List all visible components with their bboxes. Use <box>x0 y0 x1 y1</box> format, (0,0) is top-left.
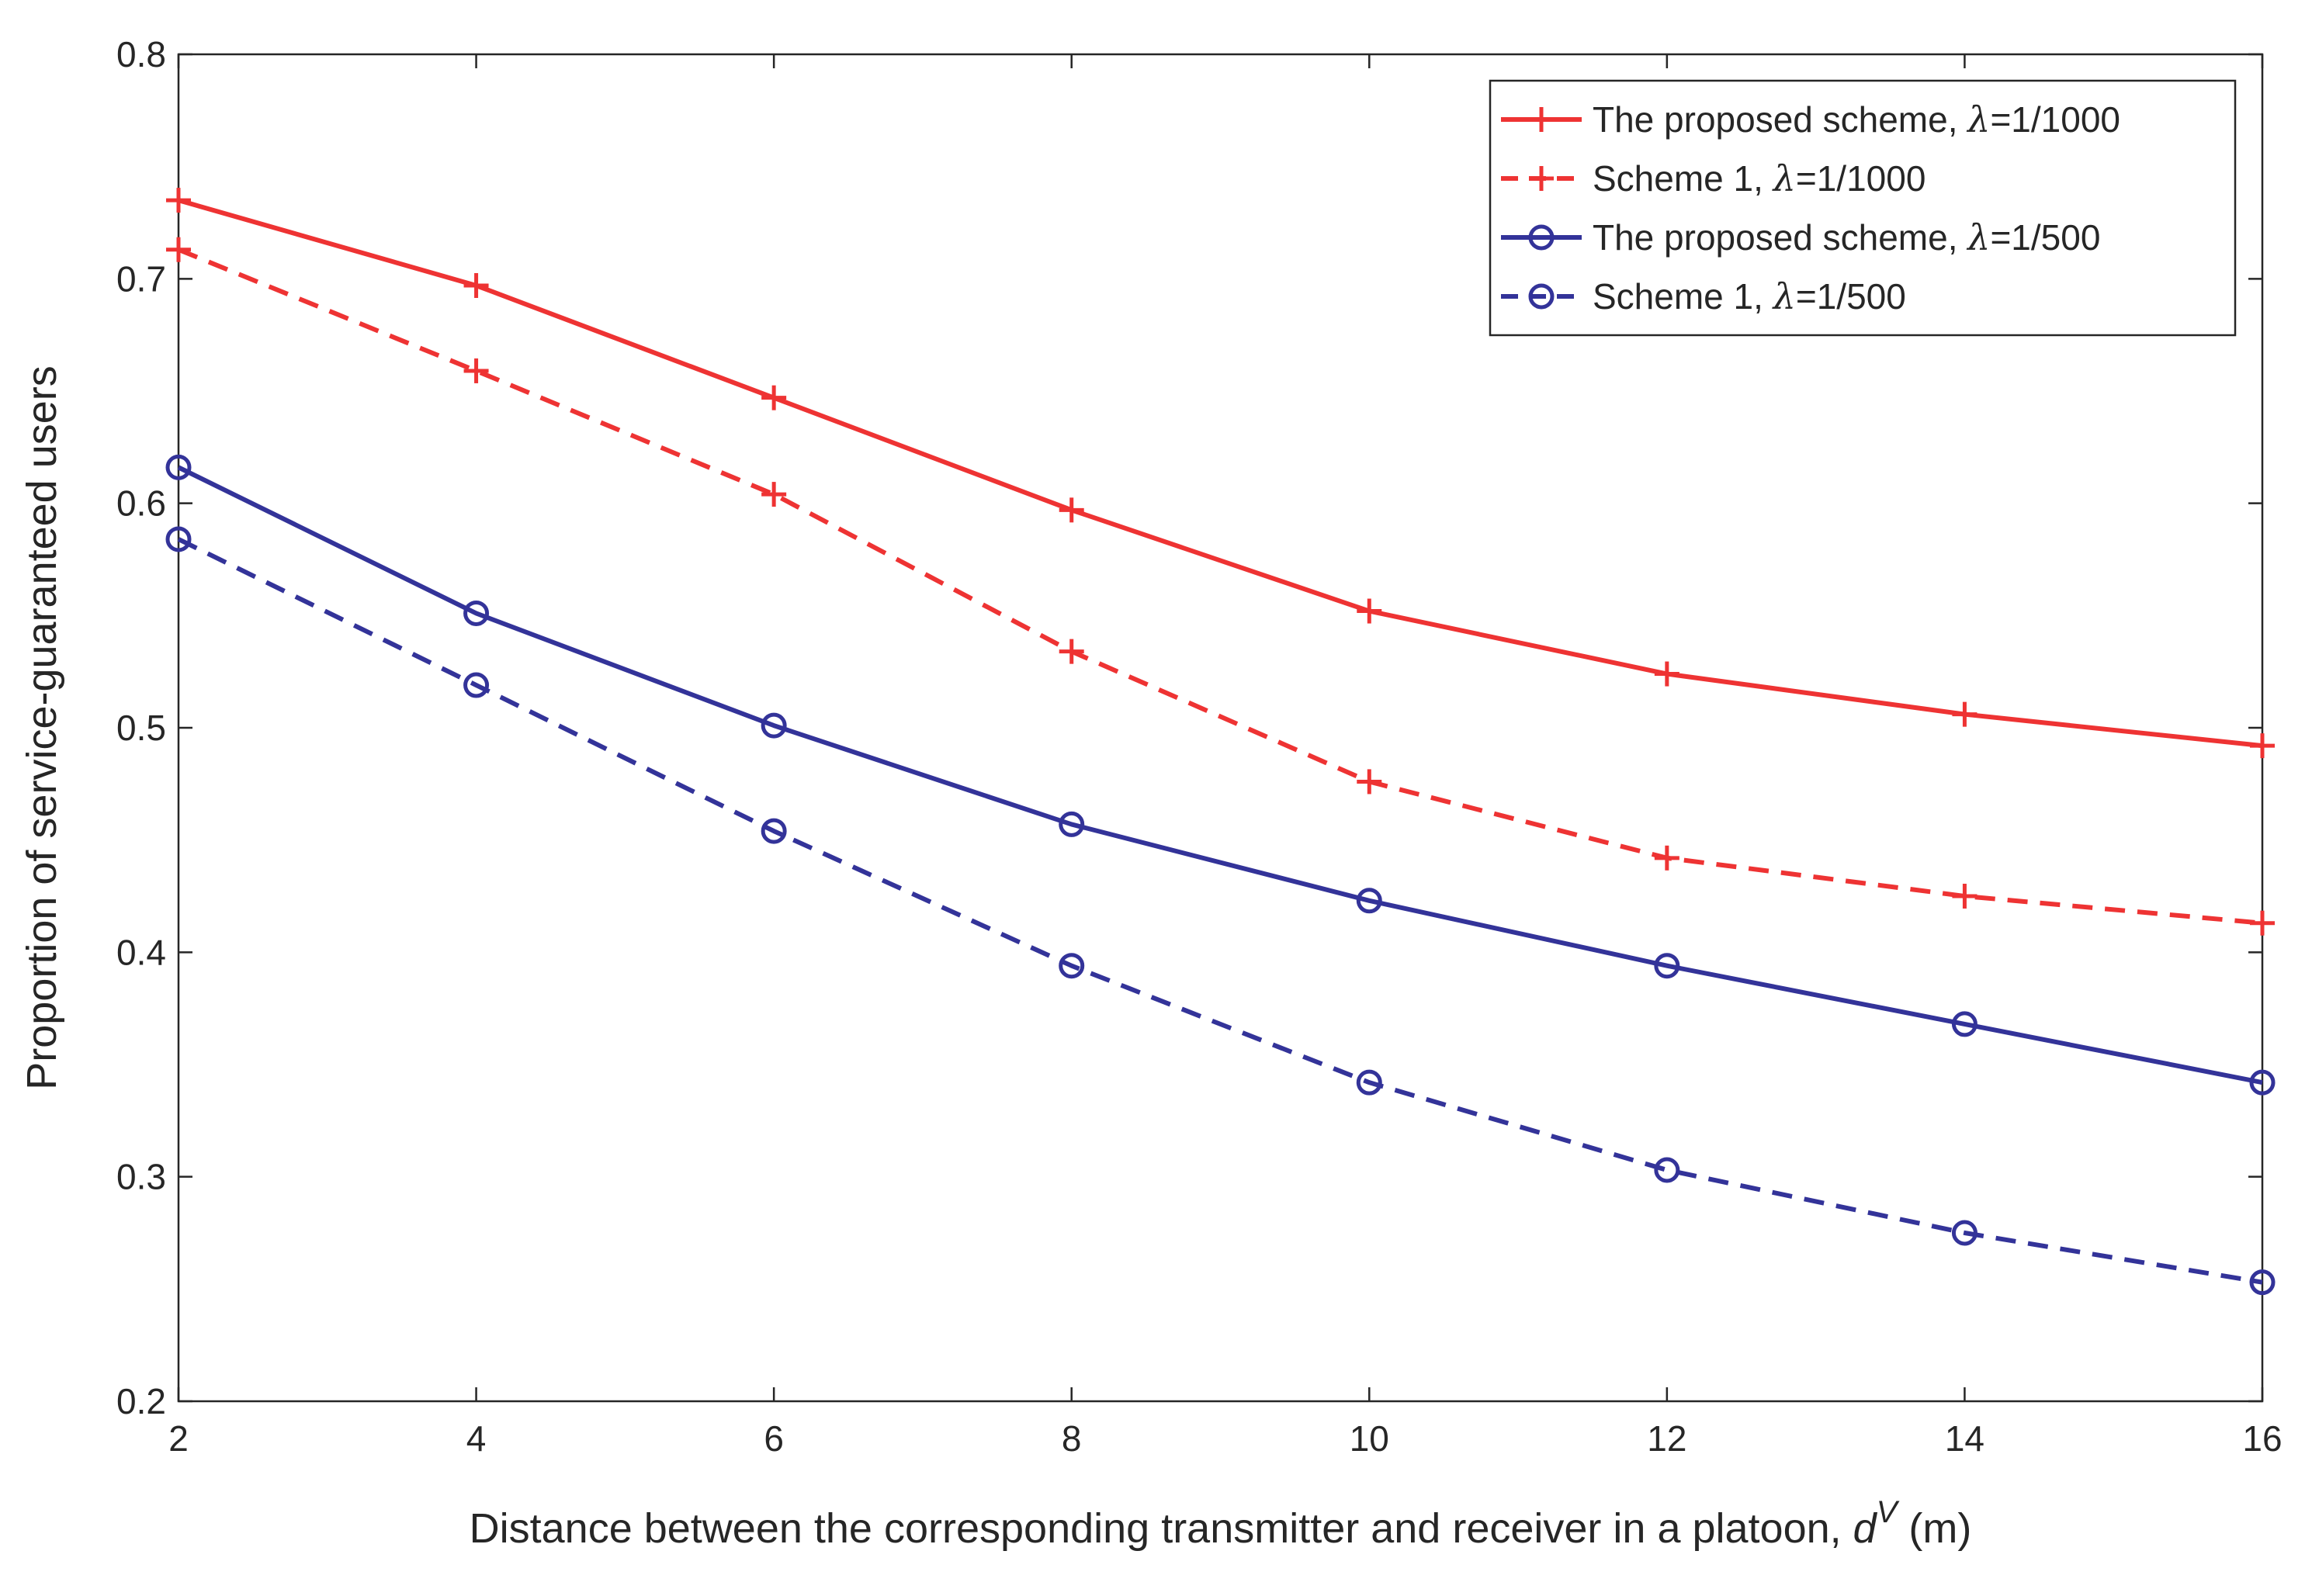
y-axis-label: Proportion of service-guaranteed users <box>19 365 65 1090</box>
y-tick-label: 0.3 <box>116 1157 166 1197</box>
legend-label-suffix: =1/500 <box>1990 217 2100 258</box>
x-tick-label: 10 <box>1350 1418 1389 1459</box>
legend-label-symbol: λ <box>1772 158 1796 199</box>
data-point <box>1357 769 1382 795</box>
data-point <box>463 358 489 383</box>
y-tick-label: 0.5 <box>116 708 166 748</box>
legend-label-prefix: The proposed scheme, <box>1593 99 1967 140</box>
y-tick-label: 0.8 <box>116 34 166 74</box>
data-point <box>166 237 191 262</box>
series-group <box>165 188 2276 1296</box>
data-point <box>1654 953 1680 979</box>
data-point <box>463 600 490 626</box>
x-axis-label-symbol: d <box>1853 1505 1878 1552</box>
y-tick-label: 0.2 <box>116 1381 166 1421</box>
legend-label-suffix: =1/500 <box>1796 276 1906 317</box>
x-axis-label-text: Distance between the corresponding trans… <box>470 1505 1853 1552</box>
data-point <box>2250 733 2275 759</box>
data-point <box>1654 661 1679 687</box>
series-line <box>177 247 2263 926</box>
legend-label-symbol: λ <box>1966 99 1990 140</box>
x-axis-label-superscript: V <box>1877 1495 1900 1529</box>
legend-marker <box>1529 107 1554 132</box>
data-point <box>1356 1069 1382 1096</box>
data-point <box>1356 888 1382 914</box>
data-point <box>761 712 787 739</box>
legend-label-prefix: The proposed scheme, <box>1593 217 1967 258</box>
legend-label: Scheme 1, λ=1/1000 <box>1593 158 1926 199</box>
x-tick-label: 16 <box>2242 1418 2282 1459</box>
y-tick-label: 0.6 <box>116 483 166 524</box>
y-tick-label: 0.7 <box>116 258 166 299</box>
data-point <box>1059 953 1085 979</box>
data-point <box>1654 845 1679 871</box>
legend-marker <box>1528 224 1555 251</box>
data-point <box>1952 701 1978 727</box>
data-point <box>1951 1220 1978 1246</box>
x-axis-label-unit: (m) <box>1897 1505 1971 1552</box>
data-point <box>165 454 192 480</box>
x-tick-label: 2 <box>168 1418 189 1459</box>
series-line <box>178 198 2263 749</box>
series-1 <box>166 188 2275 759</box>
data-point <box>1059 811 1085 837</box>
data-point <box>1059 639 1084 664</box>
series-line <box>177 465 2263 1085</box>
data-point <box>463 273 489 299</box>
data-point <box>1059 497 1084 523</box>
legend-entry: The proposed scheme, λ=1/500 <box>1501 216 2100 258</box>
legend-label-prefix: Scheme 1, <box>1593 158 1773 199</box>
data-point <box>463 672 490 698</box>
x-tick-label: 12 <box>1647 1418 1686 1459</box>
legend-label: The proposed scheme, λ=1/500 <box>1593 216 2100 258</box>
legend-label: Scheme 1, λ=1/500 <box>1593 275 1906 317</box>
legend-box <box>1489 79 2237 337</box>
x-axis-label: Distance between the corresponding trans… <box>470 1495 1972 1552</box>
y-tick-label: 0.4 <box>116 932 166 972</box>
data-point <box>1952 884 1978 909</box>
series-4 <box>165 526 2276 1296</box>
series-3 <box>165 454 2276 1096</box>
x-tick-label: 6 <box>764 1418 784 1459</box>
legend-label-prefix: Scheme 1, <box>1593 276 1773 317</box>
data-point <box>1654 1157 1680 1183</box>
legend-label-suffix: =1/1000 <box>1796 158 1926 199</box>
legend-entry: The proposed scheme, λ=1/1000 <box>1501 99 2120 140</box>
x-tick-label: 14 <box>1945 1418 1984 1459</box>
data-point <box>761 482 787 507</box>
x-tick-label: 8 <box>1062 1418 1082 1459</box>
legend-label-symbol: λ <box>1772 275 1796 317</box>
data-point <box>2249 1069 2276 1096</box>
legend-label-suffix: =1/1000 <box>1990 99 2120 140</box>
x-tick-label: 4 <box>466 1418 487 1459</box>
data-point <box>761 818 787 844</box>
data-point <box>761 385 787 410</box>
series-line <box>177 537 2263 1285</box>
data-point <box>166 188 191 213</box>
legend-marker <box>1529 166 1554 191</box>
legend-entry: Scheme 1, λ=1/1000 <box>1501 158 1926 199</box>
legend-label: The proposed scheme, λ=1/1000 <box>1593 99 2120 140</box>
data-point <box>2250 910 2275 936</box>
data-point <box>165 526 192 552</box>
legend-label-symbol: λ <box>1966 216 1990 258</box>
legend-entry: Scheme 1, λ=1/500 <box>1501 275 1906 317</box>
data-point <box>1951 1011 1978 1037</box>
series-2 <box>166 237 2275 936</box>
axes: 2 4 6 8 10 12 14 16 0.2 0.3 0.4 0.5 0.6 0.7 0.8 Distanc… <box>19 34 2283 1552</box>
data-point <box>2249 1269 2276 1296</box>
legend-marker <box>1528 283 1555 310</box>
data-point <box>1357 598 1382 624</box>
